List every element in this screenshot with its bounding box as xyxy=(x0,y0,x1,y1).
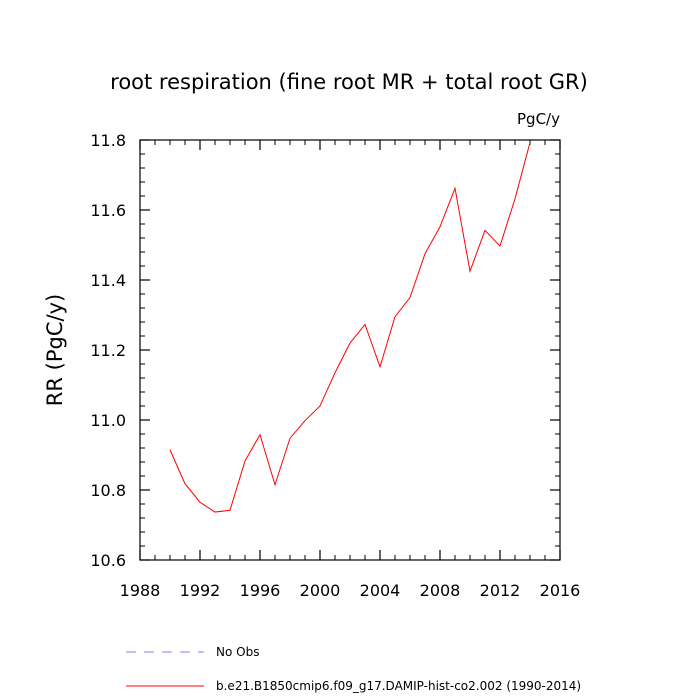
x-tick-label: 1988 xyxy=(120,581,161,600)
y-tick-label: 10.6 xyxy=(90,551,126,570)
x-tick-label: 2008 xyxy=(420,581,461,600)
y-tick-label: 11.2 xyxy=(90,341,126,360)
x-tick-label: 2000 xyxy=(300,581,341,600)
x-tick-label: 1996 xyxy=(240,581,281,600)
series-line xyxy=(169,142,531,513)
chart-title: root respiration (fine root MR + total r… xyxy=(110,70,588,94)
tick-labels: 1988 1992 1996 2000 2004 2008 2012 2016 10.6 10.8… xyxy=(90,131,580,600)
y-tick-label: 11.4 xyxy=(90,271,126,290)
y-axis-label: RR (PgC/y) xyxy=(43,294,67,406)
units-label: PgC/y xyxy=(517,110,560,128)
legend-label: No Obs xyxy=(216,645,259,659)
x-tick-label: 2012 xyxy=(480,581,521,600)
y-tick-label: 11.6 xyxy=(90,201,126,220)
series-lines xyxy=(169,142,531,513)
x-tick-label: 2004 xyxy=(360,581,401,600)
legend: No Obs b.e21.B1850cmip6.f09_g17.DAMIP-his… xyxy=(126,645,581,693)
y-tick-label: 10.8 xyxy=(90,481,126,500)
y-tick-label: 11.8 xyxy=(90,131,126,150)
plot-frame xyxy=(139,139,561,561)
x-tick-label: 2016 xyxy=(540,581,581,600)
x-tick-label: 1992 xyxy=(180,581,221,600)
y-tick-label: 11.0 xyxy=(90,411,126,430)
axis-ticks xyxy=(139,139,561,561)
legend-label: b.e21.B1850cmip6.f09_g17.DAMIP-hist-co2.… xyxy=(216,679,581,693)
